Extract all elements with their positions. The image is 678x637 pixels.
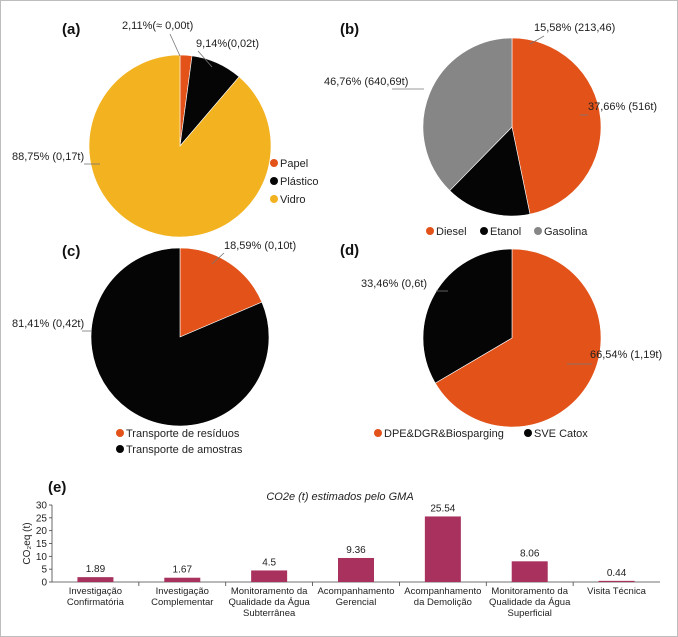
bar-value-label: 1.67: [173, 565, 193, 576]
pie-slice-transporte-de-res-duos: [179, 247, 263, 338]
slice-leader-line: [211, 252, 225, 265]
slice-data-label: 88,75% (0,17t): [12, 151, 84, 163]
bar: [338, 557, 374, 582]
pie-slice-diesel: [511, 37, 602, 215]
bar-value-label: 9.36: [346, 545, 366, 556]
legend-label: Diesel: [436, 226, 467, 238]
y-tick-label: 0: [41, 578, 47, 589]
legend-label: Etanol: [490, 226, 521, 238]
panel-a-pie-chart: (a) 2,11%(≈ 0,00t)9,14%(0,02t) 88,75% (0,1…: [12, 20, 319, 238]
legend-marker: [480, 227, 488, 235]
panel-label: (c): [62, 243, 80, 260]
legend-marker: [116, 429, 124, 437]
bar: [424, 516, 461, 582]
y-tick-label: 10: [36, 552, 48, 563]
panel-b-pie-chart: (b) 46,76% (640,69t) 15,58% (213,46) 37,66%…: [324, 21, 657, 238]
legend-label: Plástico: [280, 176, 319, 188]
panel-label: (d): [340, 242, 359, 259]
y-axis-label: CO₂eq (t): [22, 522, 33, 564]
legend-marker: [524, 429, 532, 437]
slice-data-label: 81,41% (0,42t): [12, 318, 84, 330]
slice-data-label: 2,11%(≈ 0,00t): [122, 20, 193, 32]
legend-marker: [426, 227, 434, 235]
x-category-label: Acompanhamento da Demolição: [404, 586, 481, 608]
slice-leader-line: [197, 50, 213, 68]
legend-marker: [116, 445, 124, 453]
x-category-label: Investigação Confirmatória: [67, 586, 125, 608]
slice-data-label: 33,46% (0,6t): [361, 278, 427, 290]
bar-value-label: 8.06: [520, 548, 540, 559]
panel-label: (b): [340, 21, 359, 38]
panel-d-pie-chart: (d) 66,54% (1,19t) 33,46% (0,6t) DPE&DGR&Bi…: [340, 242, 662, 440]
y-tick-label: 15: [36, 539, 48, 550]
bar: [77, 577, 114, 582]
slice-data-label: 46,76% (640,69t): [324, 76, 408, 88]
legend-label: Gasolina: [544, 226, 588, 238]
y-tick-label: 5: [41, 565, 47, 576]
y-tick-label: 30: [36, 501, 48, 512]
bar: [511, 561, 548, 582]
pie-slice-vidro: [88, 54, 272, 238]
bar: [164, 577, 201, 582]
bar-chart-title: CO2e (t) estimados pelo GMA: [266, 491, 413, 503]
bar: [598, 580, 635, 582]
slice-data-label: 18,59% (0,10t): [224, 240, 296, 252]
y-tick-label: 25: [36, 513, 48, 524]
bar-value-label: 25.54: [430, 503, 455, 514]
x-category-label: Monitoramento da Qualidade da Água Superfi…: [489, 586, 571, 619]
legend-marker: [270, 177, 278, 185]
panel-c-pie-chart: (c) 18,59% (0,10t) 81,41% (0,42t) Transport…: [12, 240, 296, 456]
panel-e-bar-chart: (e) CO2e (t) estimados pelo GMA 0 5 10 15 20 25…: [22, 479, 660, 619]
legend-marker: [270, 195, 278, 203]
panel-label: (e): [48, 479, 66, 496]
legend-label: Transporte de resíduos: [126, 428, 240, 440]
x-category-label: Visita Técnica: [587, 586, 647, 597]
legend-label: DPE&DGR&Biosparging: [384, 428, 504, 440]
slice-data-label: 15,58% (213,46): [534, 22, 615, 34]
x-category-label: Monitoramento da Qualidade da Água Subterr…: [228, 586, 310, 619]
legend-label: Vidro: [280, 194, 305, 206]
slice-data-label: 37,66% (516t): [588, 101, 657, 113]
slice-data-label: 66,54% (1,19t): [590, 349, 662, 361]
y-tick-label: 20: [36, 526, 48, 537]
bar-value-label: 4.5: [262, 557, 276, 568]
bar-value-label: 1.89: [86, 564, 106, 575]
legend-label: SVE Catox: [534, 428, 588, 440]
bar: [251, 570, 288, 582]
x-category-label: Acompanhamento Gerencial: [317, 586, 394, 608]
x-category-label: Investigação Complementar: [151, 586, 213, 608]
legend-marker: [270, 159, 278, 167]
slice-data-label: 9,14%(0,02t): [196, 38, 259, 50]
legend-label: Transporte de amostras: [126, 444, 243, 456]
panel-label: (a): [62, 21, 80, 38]
legend-marker: [374, 429, 382, 437]
pie-slice-gasolina: [422, 37, 513, 191]
bar-value-label: 0.44: [607, 568, 627, 579]
pie-slice-sve-catox: [422, 248, 513, 384]
slice-leader-line: [169, 33, 181, 57]
legend-marker: [534, 227, 542, 235]
legend-label: Papel: [280, 158, 308, 170]
slice-leader-line: [529, 35, 545, 45]
pie-slice-dpe-dgr-biosparging: [434, 248, 602, 428]
pie-slice-transporte-de-amostras: [90, 247, 270, 427]
pie-slice-etanol: [449, 126, 531, 217]
